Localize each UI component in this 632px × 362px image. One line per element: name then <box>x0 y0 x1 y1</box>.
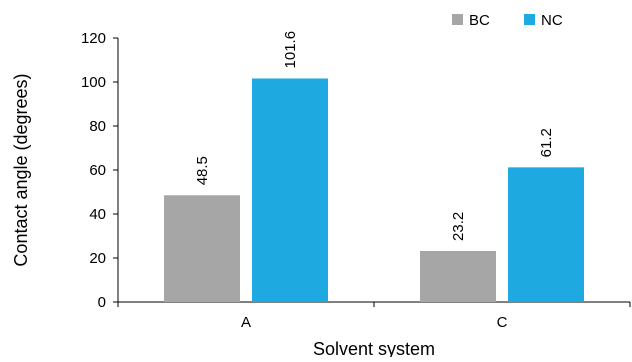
x-tick-label: A <box>241 314 251 331</box>
y-tick-label: 0 <box>98 294 106 311</box>
y-tick-label: 20 <box>89 250 106 267</box>
y-tick-label: 60 <box>89 162 106 179</box>
legend-item-nc: NC <box>524 12 563 29</box>
data-label: 48.5 <box>194 156 211 185</box>
legend-swatch <box>524 14 535 25</box>
y-tick-label: 120 <box>81 30 106 47</box>
legend: BC NC <box>452 12 563 29</box>
bar-nc-a <box>252 78 328 302</box>
bars <box>164 78 584 302</box>
bar-nc-c <box>508 167 584 302</box>
data-label: 23.2 <box>450 212 467 241</box>
legend-label: NC <box>541 12 563 29</box>
x-axis-title: Solvent system <box>313 339 435 357</box>
bar-bc-c <box>420 250 496 302</box>
y-tick-label: 100 <box>81 74 106 91</box>
data-label: 61.2 <box>538 128 555 157</box>
bar-bc-a <box>164 195 240 302</box>
y-tick-label: 40 <box>89 206 106 223</box>
legend-item-bc: BC <box>452 12 490 29</box>
y-tick-label: 80 <box>89 118 106 135</box>
data-labels: 48.5 101.6 23.2 61.2 <box>194 31 555 241</box>
legend-label: BC <box>469 12 490 29</box>
data-label: 101.6 <box>282 31 299 69</box>
y-axis-title: Contact angle (degrees) <box>11 73 31 266</box>
x-tick-label: C <box>497 314 508 331</box>
legend-swatch <box>452 14 463 25</box>
